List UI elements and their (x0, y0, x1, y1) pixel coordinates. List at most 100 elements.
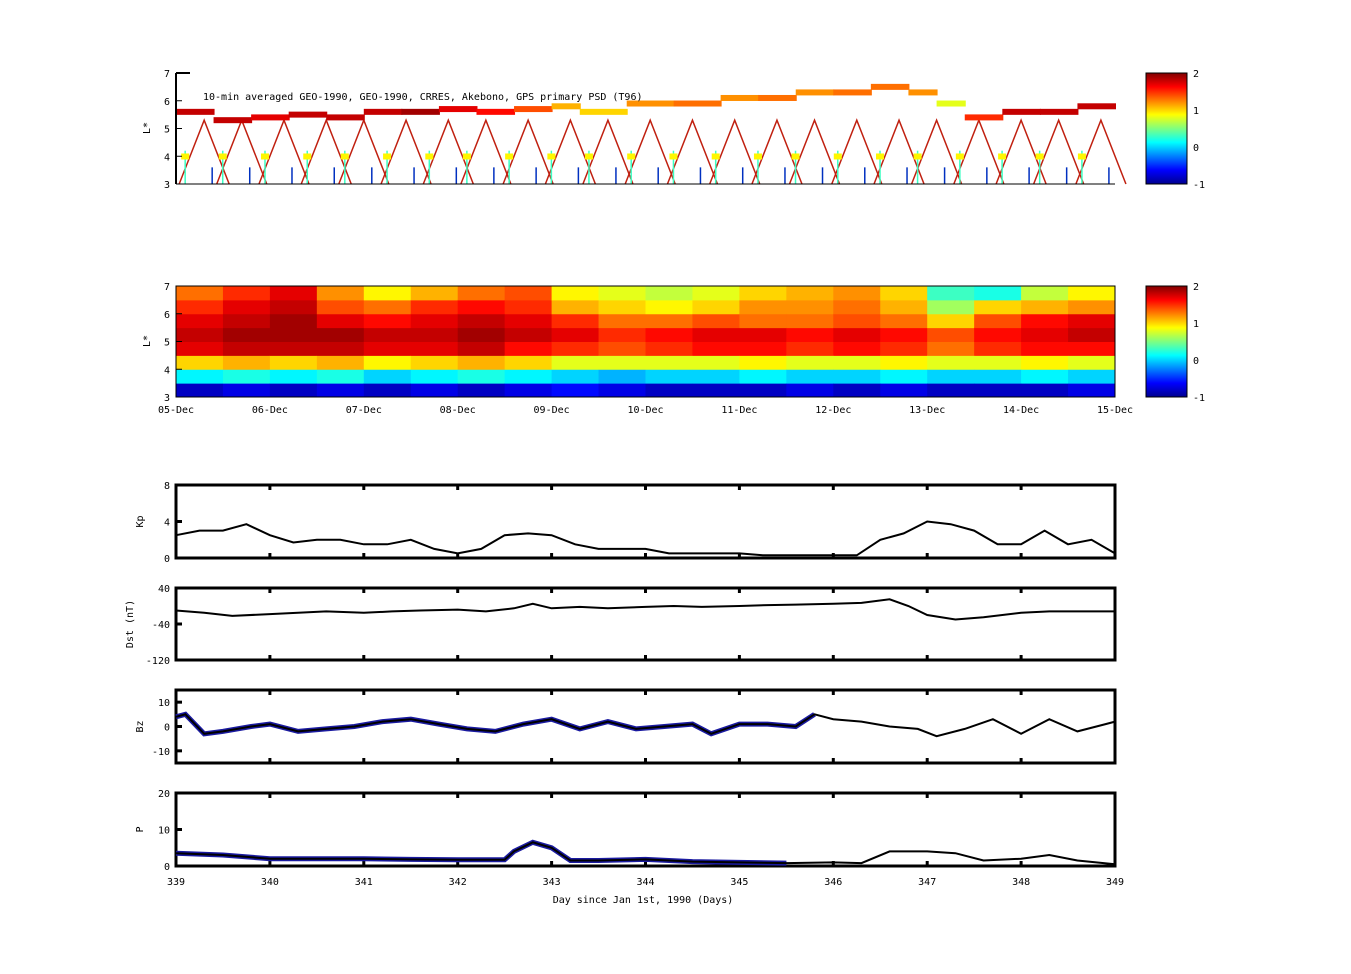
crres-orbit-arc (258, 118, 310, 185)
heatmap-cell (739, 355, 787, 370)
date-tick-label: 15-Dec (1097, 405, 1133, 416)
heatmap-cell (222, 383, 271, 398)
heatmap-cell (410, 369, 459, 384)
geo-track-segment (833, 89, 872, 96)
heatmap-cell (645, 369, 693, 384)
heatmap-cell (739, 299, 787, 315)
heatmap-cell (645, 327, 693, 342)
geo-track-segment (213, 117, 253, 124)
dst-ytick-label: 40 (158, 584, 170, 595)
geo-track-segment (673, 100, 722, 107)
psd-reanalysis-colorbar-tick-label: 0 (1193, 356, 1199, 367)
heatmap-cell (316, 341, 365, 356)
crres-orbit-arc (216, 118, 268, 185)
heatmap-cell (786, 369, 834, 384)
crres-orbit-arc (709, 118, 761, 185)
heatmap-cell (1068, 355, 1116, 370)
heatmap-cell (833, 369, 881, 384)
heatmap-cell (1021, 383, 1069, 398)
heatmap-cell (880, 299, 928, 315)
heatmap-cell (504, 341, 553, 356)
heatmap-cell (410, 355, 459, 370)
pressure-ytick-label: 10 (158, 826, 170, 837)
heatmap-cell (692, 286, 740, 301)
heatmap-cell (363, 286, 412, 301)
heatmap-cell (786, 327, 834, 342)
heatmap-cell (1021, 341, 1069, 356)
psd-low-l-cell (955, 153, 964, 160)
heatmap-cell (457, 369, 506, 384)
date-tick-label: 06-Dec (252, 405, 288, 416)
heatmap-cell (833, 313, 881, 329)
psd-reanalysis-colorbar-tick-label: 1 (1193, 319, 1199, 330)
dst-panel: -120 -40 40 Dst (nT) (125, 584, 1117, 667)
day-tick-label: 348 (1012, 877, 1030, 888)
heatmap-cell (457, 313, 506, 329)
heatmap-cell (739, 341, 787, 356)
kp-ytick-label: 4 (164, 518, 170, 529)
heatmap-cell (739, 327, 787, 342)
heatmap-cell (645, 313, 693, 329)
geo-track-segment (964, 114, 1004, 121)
geo-track-segment (1002, 108, 1041, 115)
heatmap-cell (927, 355, 975, 370)
heatmap-cell (927, 313, 975, 329)
heatmap-cell (927, 369, 975, 384)
crres-orbit-arc (422, 118, 475, 185)
heatmap-cell (504, 286, 553, 301)
psd-low-l-cell (627, 153, 636, 160)
heatmap-cell (692, 341, 740, 356)
psd-low-l-cell (260, 153, 269, 160)
heatmap-cell (222, 341, 271, 356)
heatmap-cell (176, 341, 224, 356)
day-tick-label: 341 (355, 877, 373, 888)
heatmap-cell (880, 313, 928, 329)
bz-y-axis-label: Bz (135, 720, 146, 732)
heatmap-cell (598, 313, 646, 329)
heatmap-cell (269, 327, 318, 342)
heatmap-cell (457, 341, 506, 356)
heatmap-cell (176, 369, 224, 384)
crres-orbit-arc (544, 118, 597, 185)
heatmap-cell (833, 299, 881, 315)
heatmap-cell (1021, 313, 1069, 329)
geo-track-segment (626, 100, 675, 107)
psd-low-l-cell (218, 153, 227, 160)
heatmap-cell (645, 355, 693, 370)
crres-orbit-arc (751, 118, 803, 185)
crres-orbit-arc (995, 118, 1047, 185)
heatmap-cell (880, 327, 928, 342)
heatmap-cell (880, 341, 928, 356)
geo-track-segment (579, 108, 628, 115)
heatmap-cell (410, 313, 459, 329)
heatmap-cell (833, 327, 881, 342)
heatmap-cell (598, 355, 646, 370)
heatmap-cell (786, 341, 834, 356)
psd-reanalysis-ytick-label: 4 (164, 365, 170, 376)
crres-orbit-arc (502, 118, 554, 185)
pressure-line (175, 841, 1116, 866)
geo-track-segment (908, 89, 938, 96)
psd-observations-ytick-label: 6 (164, 97, 170, 108)
psd-observations-colorbar-tick-label: 1 (1193, 106, 1199, 117)
plot-frame (174, 586, 1117, 662)
heatmap-cell (457, 327, 506, 342)
heatmap-cell (222, 369, 271, 384)
heatmap-cell (316, 355, 365, 370)
heatmap-cell (457, 355, 506, 370)
heatmap-cell (598, 369, 646, 384)
heatmap-cell (316, 383, 365, 398)
heatmap-cell (176, 299, 224, 315)
psd-low-l-cell (1077, 153, 1086, 160)
pressure-ytick-label: 0 (164, 862, 170, 873)
heatmap-cell (269, 355, 318, 370)
crres-orbit-arc (338, 118, 390, 185)
day-tick-label: 343 (543, 877, 561, 888)
heatmap-cell (645, 286, 693, 301)
heatmap-cell (786, 313, 834, 329)
heatmap-cell (1021, 355, 1069, 370)
date-tick-label: 13-Dec (909, 405, 945, 416)
heatmap-cell (692, 299, 740, 315)
